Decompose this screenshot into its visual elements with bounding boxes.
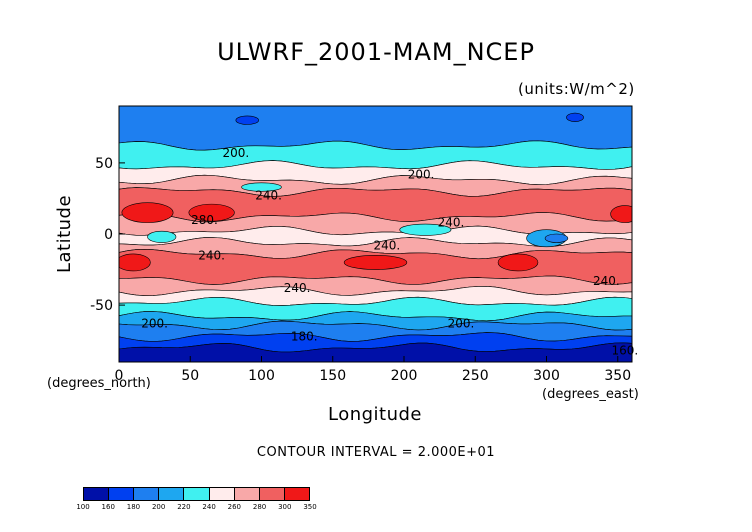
legend-tick-label: 240	[202, 503, 216, 511]
contour-band	[119, 342, 632, 362]
x-tick-label: 250	[462, 368, 489, 384]
x-axis-label: Longitude	[328, 404, 422, 425]
y-tick-label: 50	[95, 156, 113, 172]
x-tick-label: 0	[115, 368, 124, 384]
contour-patch	[147, 230, 177, 243]
contour-patch	[566, 112, 584, 122]
contour-label: 240.	[284, 281, 311, 295]
legend-swatch	[184, 488, 210, 500]
legend-swatch	[284, 488, 309, 500]
contour-patch	[121, 202, 174, 223]
legend-tick-label: 280	[252, 503, 267, 511]
legend-swatch	[109, 488, 135, 500]
contour-patch	[235, 115, 259, 125]
legend-tick-label: 100	[76, 503, 90, 511]
legend-tick-label: 300	[278, 503, 292, 511]
contour-label: 200.	[408, 167, 435, 181]
contour-patch	[399, 223, 452, 236]
y-axis-label: Latitude	[54, 195, 75, 273]
contour-label: 200.	[141, 317, 168, 331]
x-tick-label: 300	[533, 368, 560, 384]
legend-swatch	[259, 488, 285, 500]
contour-patch	[343, 255, 408, 270]
contour-patch	[544, 233, 569, 243]
contour-label: 240.	[198, 248, 225, 262]
chart-title: ULWRF_2001-MAM_NCEP	[217, 38, 535, 66]
legend-swatch	[84, 488, 110, 500]
contour-label: 160.	[612, 344, 639, 358]
x-tick-label: 150	[319, 368, 346, 384]
contour-patch	[188, 203, 235, 222]
y-tick-label: 0	[104, 227, 113, 243]
legend-tick-label: 160	[101, 503, 115, 511]
contour-label: 200.	[222, 146, 249, 160]
x-units-label: (degrees_east)	[542, 387, 639, 402]
legend-swatch	[234, 488, 260, 500]
contour-label: 240.	[374, 238, 401, 252]
legend-tick-label: 200	[151, 503, 166, 511]
legend-swatch	[209, 488, 235, 500]
contour-label: 240.	[255, 189, 282, 203]
x-tick-label: 200	[391, 368, 418, 384]
legend-swatch	[159, 488, 185, 500]
contour-label: 200.	[448, 317, 475, 331]
legend-tick-label: 350	[303, 503, 317, 511]
legend-tick-label: 260	[227, 503, 242, 511]
contour-patch	[610, 205, 632, 223]
contour-label: 180.	[291, 329, 318, 343]
x-tick-label: 100	[248, 368, 275, 384]
legend-tick-label: 180	[126, 503, 141, 511]
legend-swatch	[134, 488, 160, 500]
contour-patch	[241, 182, 282, 192]
units-label: (units:W/m^2)	[518, 80, 635, 98]
contour-patch	[119, 253, 151, 272]
legend-tick-label: 220	[177, 503, 191, 511]
contour-interval: CONTOUR INTERVAL = 2.000E+01	[256, 445, 496, 460]
y-tick-label: -50	[90, 298, 113, 314]
x-tick-label: 350	[604, 368, 631, 384]
contour-label: 240.	[438, 216, 465, 230]
contour-label: 280.	[191, 213, 218, 227]
y-units-label: (degrees_north)	[47, 376, 151, 391]
contour-patch	[497, 253, 539, 272]
contour-label: 240.	[593, 274, 620, 288]
color-legend	[83, 487, 310, 501]
x-tick-label: 50	[181, 368, 199, 384]
